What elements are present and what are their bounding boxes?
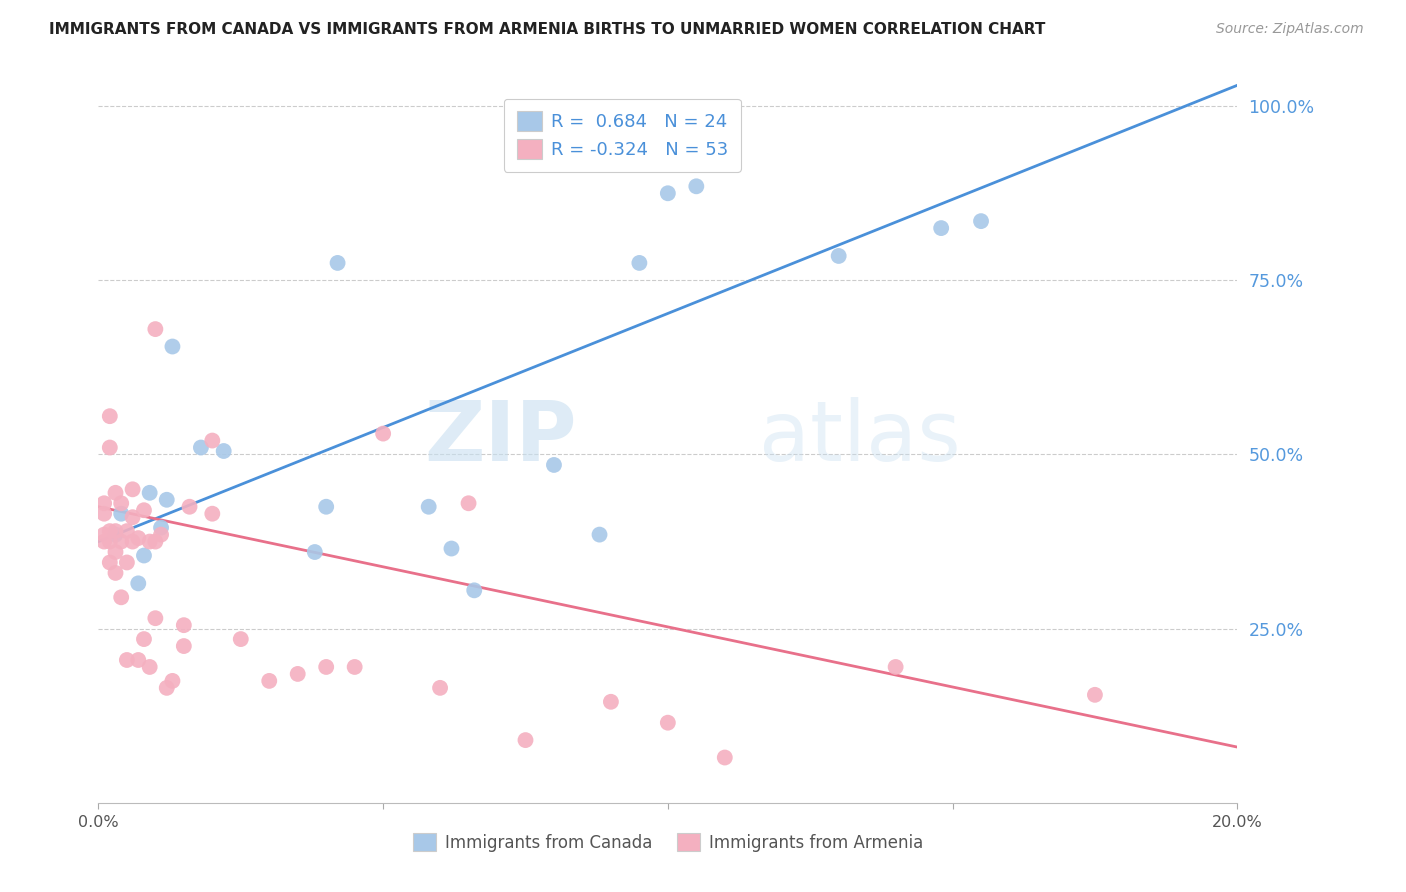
Point [93,507,115,521]
Point [212,444,235,458]
Point [150,521,173,535]
Point [138,660,160,674]
Point [98,534,121,549]
Point [259,673,281,688]
Point [98,441,121,455]
Text: ZIP: ZIP [425,397,576,477]
Point [828,249,851,263]
Text: IMMIGRANTS FROM CANADA VS IMMIGRANTS FROM ARMENIA BIRTHS TO UNMARRIED WOMEN CORR: IMMIGRANTS FROM CANADA VS IMMIGRANTS FRO… [49,22,1046,37]
Point [110,534,132,549]
Point [98,409,121,424]
Point [190,441,212,455]
Point [110,591,132,605]
Point [657,186,679,201]
Point [970,214,993,228]
Point [1084,688,1107,702]
Point [156,492,179,507]
Point [127,576,149,591]
Point [685,179,707,194]
Point [343,660,366,674]
Point [657,715,679,730]
Point [104,545,127,559]
Point [229,632,252,646]
Point [138,485,160,500]
Point [315,660,337,674]
Point [104,524,127,538]
Point [457,496,479,510]
Point [93,527,115,541]
Point [145,534,167,549]
Point [162,339,184,353]
Point [600,695,623,709]
Point [884,660,907,674]
Point [418,500,440,514]
Point [104,485,127,500]
Point [93,534,115,549]
Point [304,545,326,559]
Point [127,531,149,545]
Point [287,667,309,681]
Point [315,500,337,514]
Point [115,653,138,667]
Point [543,458,565,472]
Point [104,566,127,580]
Point [156,681,179,695]
Point [98,524,121,538]
Point [373,426,395,441]
Point [429,681,451,695]
Point [127,653,149,667]
Legend: Immigrants from Canada, Immigrants from Armenia: Immigrants from Canada, Immigrants from … [405,825,931,860]
Point [440,541,463,556]
Point [145,611,167,625]
Point [132,503,155,517]
Point [115,524,138,538]
Point [121,510,143,524]
Point [201,434,224,448]
Point [326,256,349,270]
Point [121,483,143,497]
Point [929,221,952,235]
Text: Source: ZipAtlas.com: Source: ZipAtlas.com [1216,22,1364,37]
Point [179,500,201,514]
Point [132,632,155,646]
Point [98,556,121,570]
Point [121,534,143,549]
Point [115,556,138,570]
Point [132,549,155,563]
Point [515,733,537,747]
Point [138,534,160,549]
Point [463,583,485,598]
Point [93,496,115,510]
Point [173,618,195,632]
Point [104,527,127,541]
Point [714,750,737,764]
Point [173,639,195,653]
Point [588,527,610,541]
Point [150,527,173,541]
Point [145,322,167,336]
Point [162,673,184,688]
Text: atlas: atlas [759,397,960,477]
Point [201,507,224,521]
Point [628,256,651,270]
Point [110,507,132,521]
Point [110,496,132,510]
